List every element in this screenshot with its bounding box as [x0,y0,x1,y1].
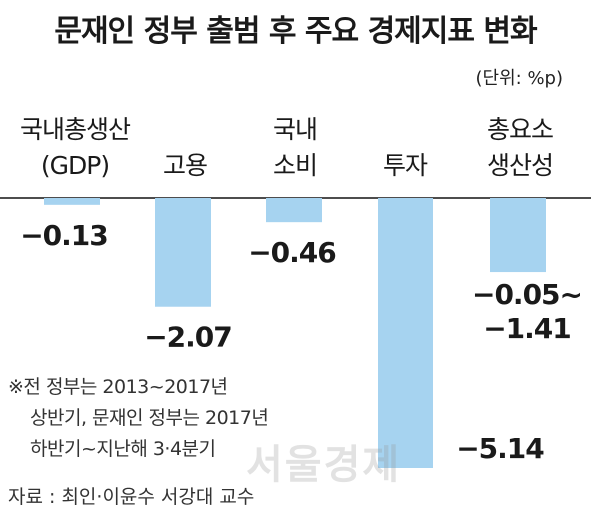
footnote-line-2: 상반기, 문재인 정부는 2017년 [30,407,269,429]
value-label-4-0: −0.05~ [472,278,582,311]
footnote-line-1: ※전 정부는 2013~2017년 [8,376,228,398]
category-label-gdp-line2: (GDP) [40,151,110,180]
chart-title: 문재인 정부 출범 후 주요 경제지표 변화 [54,14,537,49]
category-label-investment: 투자 [370,148,440,184]
value-label-3: −5.14 [456,432,544,465]
category-label-consumption-line2: 소비 [272,151,318,180]
category-label-investment-line1: 투자 [382,151,428,180]
category-label-gdp: 국내총생산 (GDP) [0,112,150,184]
source-note: 자료 : 최인·이윤수 서강대 교수 [8,486,255,508]
footnote-line-3: 하반기~지난해 3·4분기 [30,438,216,460]
value-label-4-1: −1.41 [483,312,571,345]
category-label-tfp: 총요소 생산성 [465,112,575,184]
category-label-employment-line1: 고용 [162,151,208,180]
value-label-1: −2.07 [144,321,232,354]
category-label-consumption: 국내 소비 [255,112,335,184]
category-label-tfp-line1: 총요소 [486,115,554,144]
category-label-tfp-line2: 생산성 [486,151,554,180]
category-label-consumption-line1: 국내 [272,115,318,144]
bar-0 [44,198,100,205]
category-label-gdp-line1: 국내총생산 [19,115,131,144]
value-label-2: −0.46 [248,236,336,269]
unit-label: (단위: %p) [475,68,563,89]
bar-1 [155,198,211,307]
watermark: 서울경제 [246,442,402,488]
bar-2 [266,198,322,223]
value-label-0: −0.13 [20,219,108,252]
footnote: ※전 정부는 2013~2017년 상반기, 문재인 정부는 2017년 하반기… [8,372,269,465]
bar-4 [490,198,546,273]
category-label-employment: 고용 [150,148,220,184]
bar-3 [378,198,433,468]
